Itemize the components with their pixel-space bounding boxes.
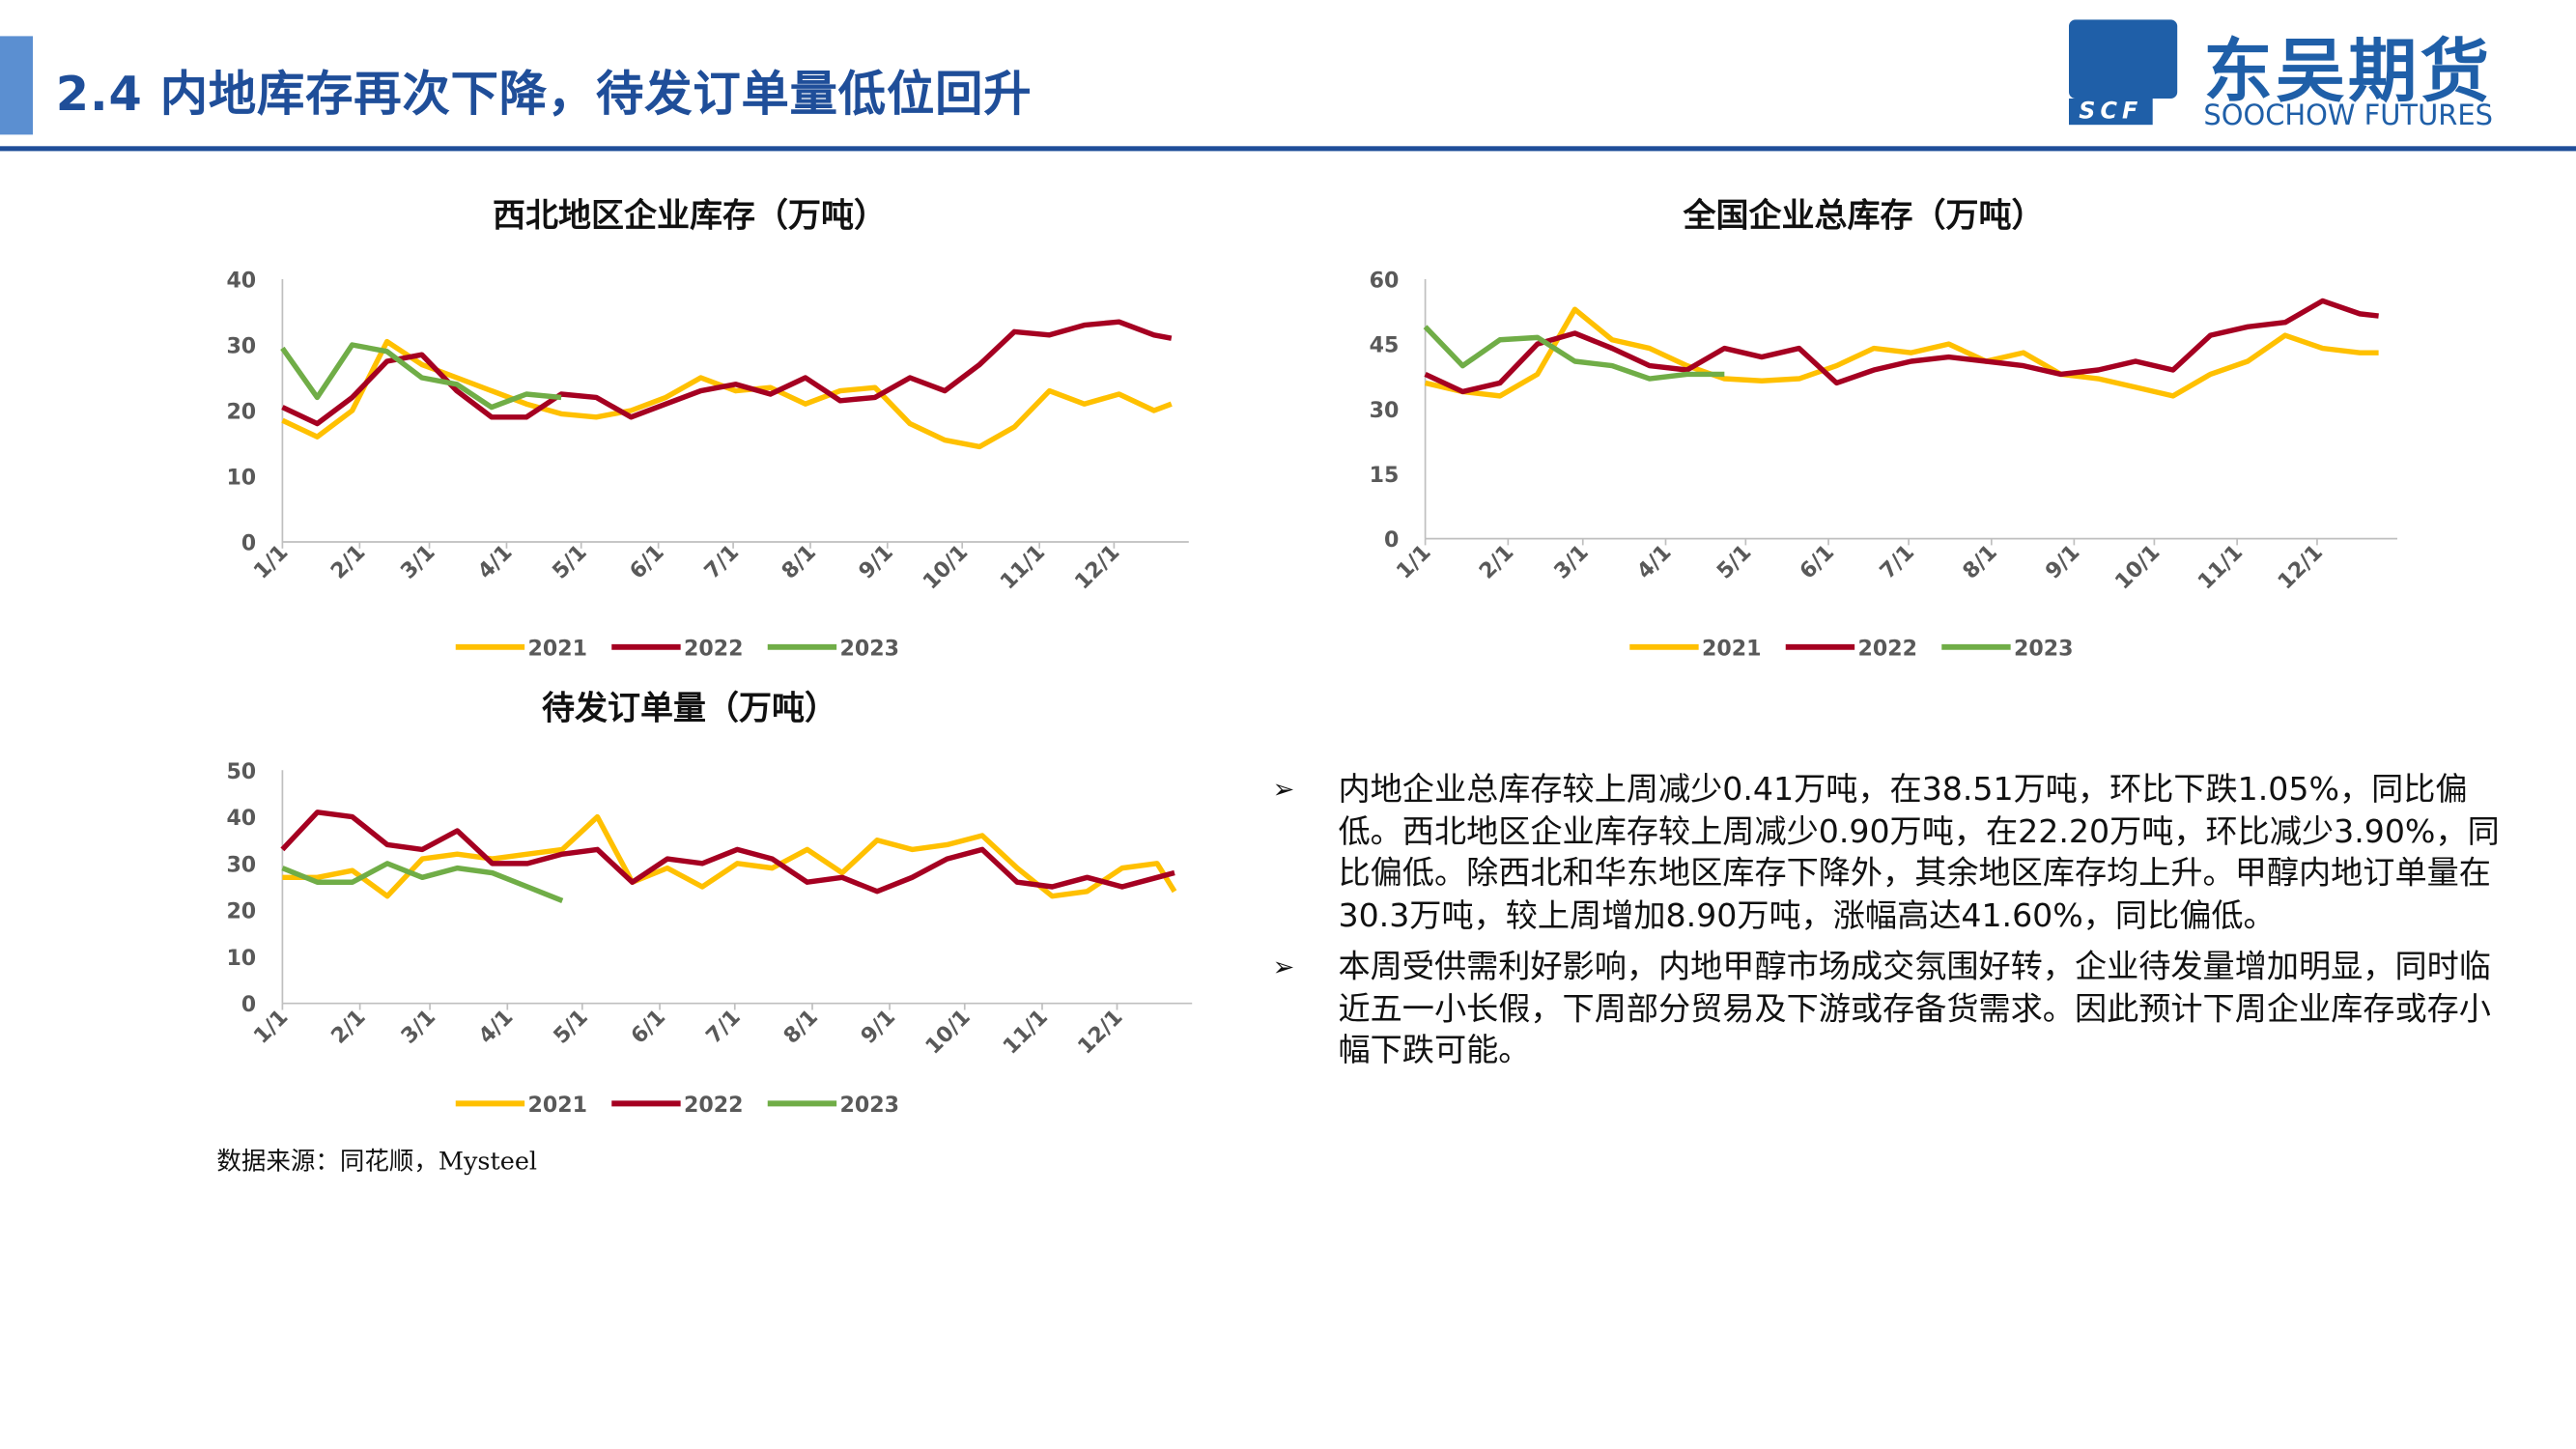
x-tick-label: 8/1 <box>777 540 821 584</box>
x-tick-label: 6/1 <box>625 540 669 584</box>
x-tick-label: 9/1 <box>2041 540 2085 584</box>
y-tick-label: 10 <box>226 466 256 491</box>
y-tick-label: 60 <box>1370 269 1400 294</box>
chart-title: 西北地区企业库存（万吨） <box>493 197 887 236</box>
legend-label: 2022 <box>684 1093 744 1118</box>
bullet: ➢ 本周受供需利好影响，内地甲醇市场成交氛围好转，企业待发量增加明显，同时临近五一… <box>1273 946 2505 1071</box>
logo-subtext: SOOCHOW FUTURES <box>2203 99 2493 133</box>
x-tick-label: 7/1 <box>1875 540 1919 584</box>
x-tick-label: 9/1 <box>856 1005 900 1049</box>
bullet-text: 本周受供需利好影响，内地甲醇市场成交氛围好转，企业待发量增加明显，同时临近五一小… <box>1338 947 2491 1069</box>
y-tick-label: 30 <box>1370 398 1400 423</box>
legend-label: 2022 <box>684 636 744 661</box>
y-tick-label: 20 <box>226 899 256 924</box>
x-tick-label: 3/1 <box>396 1005 440 1049</box>
x-tick-label: 4/1 <box>1632 540 1677 584</box>
chart-title: 全国企业总库存（万吨） <box>1683 197 2045 236</box>
series-line <box>281 319 1173 427</box>
x-tick-label: 7/1 <box>701 1005 746 1049</box>
logo-text: 东吴期货 <box>2203 31 2493 112</box>
x-tick-label: 5/1 <box>1713 540 1757 584</box>
x-tick-label: 8/1 <box>1958 540 2002 584</box>
x-tick-label: 9/1 <box>854 540 898 584</box>
x-tick-label: 5/1 <box>548 540 592 584</box>
x-tick-label: 8/1 <box>778 1005 823 1049</box>
legend-label: 2021 <box>1702 636 1762 661</box>
x-tick-label: 2/1 <box>326 540 371 584</box>
x-tick-label: 5/1 <box>549 1005 593 1049</box>
y-tick-label: 40 <box>226 269 256 294</box>
x-tick-label: 10/1 <box>920 1005 976 1060</box>
legend-label: 2023 <box>840 1093 899 1118</box>
y-tick-label: 45 <box>1370 333 1400 358</box>
bullet-text: 内地企业总库存较上周减少0.41万吨，在38.51万吨，环比下跌1.05%，同比… <box>1338 770 2500 934</box>
series-line <box>1424 298 2379 395</box>
x-tick-label: 12/1 <box>1073 1005 1128 1060</box>
y-tick-label: 0 <box>241 531 256 556</box>
legend-label: 2022 <box>1858 636 1918 661</box>
x-tick-label: 2/1 <box>1475 540 1519 584</box>
series-line <box>1423 325 1725 382</box>
x-tick-label: 12/1 <box>1070 540 1125 595</box>
x-tick-label: 6/1 <box>1795 540 1839 584</box>
x-tick-label: 2/1 <box>326 1005 371 1049</box>
x-tick-label: 11/1 <box>995 540 1050 595</box>
chart-title: 待发订单量（万吨） <box>542 690 837 728</box>
bullet: ➢ 内地企业总库存较上周减少0.41万吨，在38.51万吨，环比下跌1.05%，同… <box>1273 769 2505 936</box>
series-line <box>281 861 564 903</box>
x-tick-label: 10/1 <box>919 540 974 595</box>
x-tick-label: 7/1 <box>699 540 744 584</box>
y-tick-label: 30 <box>226 852 256 877</box>
y-tick-label: 15 <box>1370 463 1400 488</box>
legend-label: 2021 <box>528 636 588 661</box>
source-note: 数据来源：同花顺，Mysteel <box>216 1146 538 1177</box>
x-tick-label: 6/1 <box>626 1005 670 1049</box>
y-tick-label: 10 <box>226 946 256 971</box>
x-tick-label: 3/1 <box>396 540 440 584</box>
series-line <box>1424 306 2379 399</box>
logo-mark: SCF <box>2069 99 2153 126</box>
y-tick-label: 30 <box>226 334 256 359</box>
bullet-list: ➢ 内地企业总库存较上周减少0.41万吨，在38.51万吨，环比下跌1.05%，同… <box>1273 769 2505 1082</box>
logo-icon <box>2069 19 2178 99</box>
series-line <box>280 342 562 411</box>
x-tick-label: 10/1 <box>2110 540 2166 595</box>
legend-label: 2023 <box>840 636 899 661</box>
legend-label: 2021 <box>528 1093 588 1118</box>
x-tick-label: 11/1 <box>2193 540 2248 595</box>
title-accent <box>0 36 33 135</box>
x-tick-label: 4/1 <box>474 1005 519 1049</box>
x-tick-label: 4/1 <box>473 540 518 584</box>
y-tick-label: 0 <box>1384 527 1399 553</box>
series-line <box>280 810 1175 895</box>
x-tick-label: 12/1 <box>2273 540 2328 595</box>
legend-label: 2023 <box>2014 636 2074 661</box>
slide-title: 2.4 内地库存再次下降，待发订单量低位回升 <box>55 66 1033 122</box>
header-rule <box>0 146 2576 152</box>
y-tick-label: 50 <box>226 759 256 784</box>
y-tick-label: 0 <box>241 992 256 1017</box>
x-tick-label: 3/1 <box>1549 540 1594 584</box>
y-tick-label: 40 <box>226 806 256 831</box>
y-tick-label: 20 <box>226 400 256 425</box>
x-tick-label: 11/1 <box>998 1005 1053 1060</box>
